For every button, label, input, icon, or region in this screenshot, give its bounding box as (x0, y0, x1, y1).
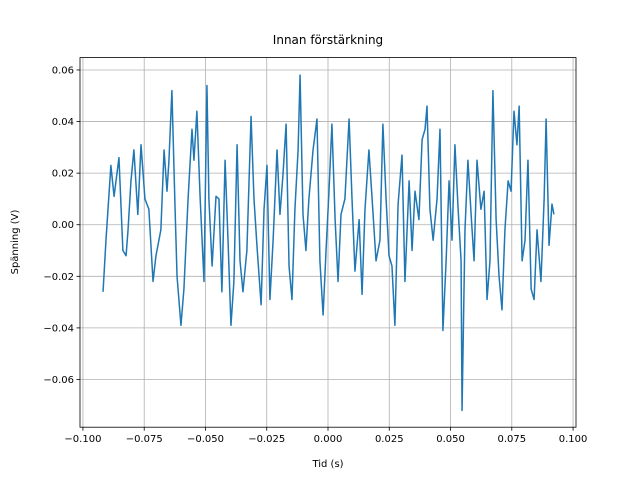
y-axis-label: Spänning (V) (10, 210, 21, 275)
y-tick-label: −0.04 (43, 323, 74, 334)
y-tick-label: 0.02 (52, 169, 74, 180)
y-tick-label: 0.06 (52, 65, 74, 76)
x-tick-label: 0.075 (497, 434, 526, 445)
data-line (102, 74, 555, 412)
y-tick-label: −0.06 (43, 375, 74, 386)
x-tick-label: −0.075 (126, 434, 163, 445)
x-axis-label: Tid (s) (311, 459, 343, 470)
x-tick-label: 0.000 (314, 434, 343, 445)
chart-title: Innan förstärkning (273, 33, 383, 47)
x-tick-label: 0.100 (559, 434, 588, 445)
y-tick-label: 0.04 (52, 117, 74, 128)
x-tick-label: 0.050 (436, 434, 465, 445)
x-tick-label: −0.050 (187, 434, 224, 445)
x-tick-label: −0.025 (248, 434, 285, 445)
x-tick-label: 0.025 (375, 434, 404, 445)
y-tick-label: −0.02 (43, 272, 74, 283)
plot-frame (79, 57, 577, 428)
y-tick-label: 0.00 (52, 220, 74, 231)
x-tick-label: −0.100 (64, 434, 101, 445)
